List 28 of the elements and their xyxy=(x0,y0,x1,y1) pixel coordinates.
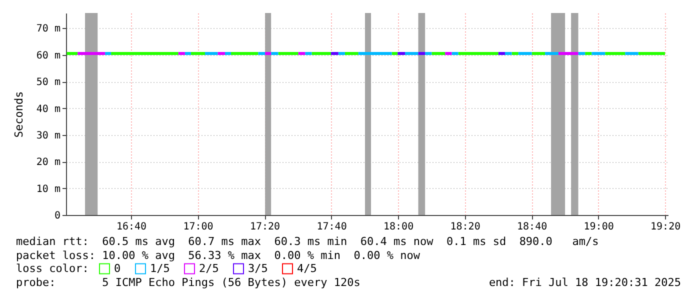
text: packet loss: 10.00 % avg 56.33 % max 0.00 % min 0.00 % now xyxy=(16,249,420,262)
text: median rtt: 60.5 ms avg 60.7 ms max 60.3 ms min 60.4 ms now 0.1 ms sd 890.0 am/s xyxy=(16,235,599,248)
x-tick-label: 19:00 xyxy=(584,222,614,232)
y-tick-label: 30 m xyxy=(36,130,60,142)
text: end: Fri Jul 18 19:20:31 2025 xyxy=(488,276,681,289)
x-tick-label: 17:40 xyxy=(316,222,347,232)
x-tick-label: 19:20 xyxy=(650,222,681,232)
legend-title: loss color: xyxy=(16,262,89,275)
y-axis-title: Seconds xyxy=(12,91,26,138)
y-tick-label: 70 m xyxy=(36,24,60,35)
y-tick-label: 40 m xyxy=(36,104,60,115)
x-tick-label: 18:40 xyxy=(517,222,548,232)
text: probe: 5 ICMP Echo Pings (56 Bytes) every 120s xyxy=(16,276,360,289)
y-tick-label: 50 m xyxy=(36,77,60,88)
y-tick-label: 60 m xyxy=(36,50,60,62)
legend-label: 4/5 xyxy=(297,262,317,275)
legend-label: 1/5 xyxy=(150,262,170,275)
y-tick-label: 0 xyxy=(54,210,60,222)
x-tick-label: 18:20 xyxy=(450,222,480,232)
legend-label: 3/5 xyxy=(248,262,268,275)
y-tick-label: 20 m xyxy=(36,157,60,168)
legend-label: 0 xyxy=(114,262,121,275)
x-tick-label: 18:00 xyxy=(383,222,414,232)
legend-label: 2/5 xyxy=(199,262,219,275)
x-tick-label: 17:00 xyxy=(183,222,214,232)
y-tick-label: 10 m xyxy=(36,184,60,195)
x-tick-label: 16:40 xyxy=(116,222,147,232)
x-tick-label: 17:20 xyxy=(250,222,280,232)
